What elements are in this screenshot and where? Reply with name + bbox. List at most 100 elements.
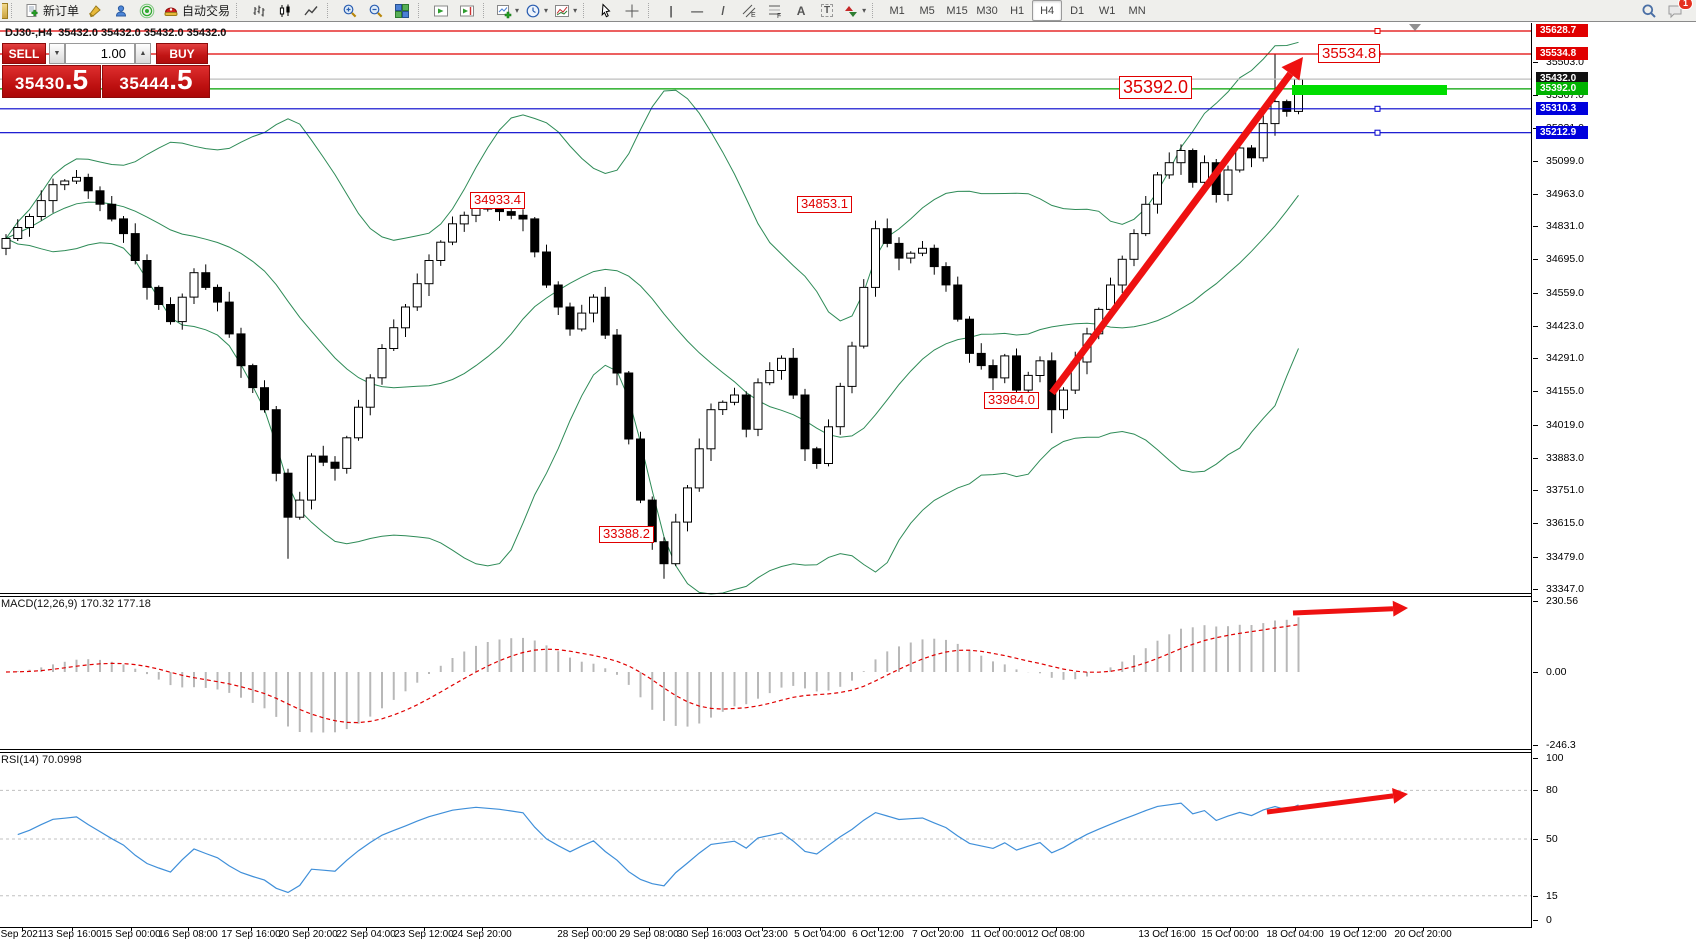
crosshair-button[interactable]: [619, 0, 645, 21]
time-tick-mark: [22, 928, 23, 931]
time-axis-label: 13 Sep 16:00: [42, 929, 102, 940]
line-handle[interactable]: [1374, 105, 1381, 112]
trend-arrow[interactable]: [1266, 788, 1408, 815]
search-button[interactable]: [1636, 0, 1662, 21]
timeframe-button-W1[interactable]: W1: [1098, 4, 1116, 17]
buy-button[interactable]: BUY: [156, 43, 208, 64]
volume-decrease-button[interactable]: ▼: [49, 43, 65, 64]
time-axis-label: 29 Sep 08:00: [619, 929, 679, 940]
trendline-button[interactable]: /: [710, 0, 736, 21]
tile-windows-icon: [395, 3, 410, 18]
broadcast-button[interactable]: [134, 0, 160, 21]
chart-shift-button[interactable]: [454, 0, 480, 21]
new-chart-button[interactable]: ▾: [493, 0, 522, 21]
timeframe-button-M15[interactable]: M15: [946, 4, 968, 17]
periodicity-button[interactable]: ▾: [522, 0, 551, 21]
time-tick-mark: [131, 928, 132, 931]
text-button[interactable]: A: [788, 0, 814, 21]
channel-button[interactable]: E: [736, 0, 762, 21]
macd-tick-label: -246.3: [1546, 739, 1576, 751]
chart-candles-button[interactable]: [272, 0, 298, 21]
community-button[interactable]: [108, 0, 134, 21]
vertical-line-button[interactable]: |: [658, 0, 684, 21]
annotation-price-label[interactable]: 34853.1: [797, 196, 852, 213]
cursor-button[interactable]: [593, 0, 619, 21]
volume-value: 1.00: [100, 46, 126, 61]
macd-signal-line: [5, 624, 1299, 724]
annotation-price-label[interactable]: 34933.4: [470, 192, 525, 209]
arrows-tool-button[interactable]: ▾: [840, 0, 869, 21]
time-axis-label: 16 Sep 08:00: [158, 929, 218, 940]
rsi-t-label: 100: [1546, 752, 1564, 764]
price-tag: 35534.8: [1536, 47, 1588, 60]
annotation-price-label[interactable]: 35392.0: [1119, 76, 1193, 99]
time-axis-label: 19 Oct 12:00: [1329, 929, 1387, 940]
annotation-price-label[interactable]: 35534.8: [1318, 44, 1381, 64]
buy-price[interactable]: 35444 .5: [102, 65, 210, 98]
dropdown-caret-icon: ▾: [573, 6, 578, 15]
highlight-bar[interactable]: [1292, 85, 1447, 95]
annotation-price-label[interactable]: 33984.0: [984, 392, 1039, 409]
tile-windows-button[interactable]: [389, 0, 415, 21]
person-icon: [116, 4, 127, 16]
autoscroll-button[interactable]: [428, 0, 454, 21]
timeframe-button-M30[interactable]: M30: [976, 4, 998, 17]
timeframe-button-D1[interactable]: D1: [1070, 4, 1085, 17]
chart-bars-button[interactable]: [246, 0, 272, 21]
arrow-up-icon: ▲: [139, 50, 147, 57]
sell-label: SELL: [8, 46, 40, 61]
bollinger-bands: [5, 41, 1299, 595]
toolbar-grip: [648, 3, 655, 18]
arrows-tool-icon: [845, 5, 858, 17]
new-order-icon: [26, 3, 38, 17]
rsi-tick-mark: [1533, 758, 1538, 759]
toolbar-grip: [872, 3, 879, 18]
timeframe-button-H1[interactable]: H1: [1010, 4, 1025, 17]
chart-line-button[interactable]: [298, 0, 324, 21]
timeframe-button-MN[interactable]: MN: [1128, 4, 1146, 17]
line-handle[interactable]: [1374, 28, 1381, 34]
bar-chart-icon: [253, 5, 265, 16]
annotation-price-label[interactable]: 33388.2: [599, 526, 654, 543]
macd-tick-mark: [1533, 601, 1538, 602]
price-tick-mark: [1533, 589, 1538, 590]
new-order-button[interactable]: 新订单: [21, 0, 82, 21]
zoom-out-button[interactable]: [363, 0, 389, 21]
timeframe-button-M5[interactable]: M5: [919, 4, 935, 17]
text-label-button[interactable]: T: [814, 0, 840, 21]
chart-shift-marker[interactable]: [1409, 24, 1421, 31]
price-tick-mark: [1533, 128, 1538, 129]
timeframe-button-H4[interactable]: H4: [1032, 0, 1063, 21]
sell-price-main: 35430: [14, 74, 65, 93]
sell-price[interactable]: 35430 .5: [2, 65, 101, 98]
autotrading-label: 自动交易: [182, 4, 231, 18]
price-axis[interactable]: 35503.035367.035231.035099.034963.034831…: [1533, 23, 1696, 928]
zoom-in-button[interactable]: [337, 0, 363, 21]
search-icon: [1642, 4, 1656, 18]
line-handle[interactable]: [1374, 129, 1381, 136]
timeframe-group: M1 M5 M15 M30 H1 H4 D1 W1 MN: [882, 0, 1152, 21]
indicators-button[interactable]: ▾: [551, 0, 580, 21]
fibonacci-button[interactable]: F: [762, 0, 788, 21]
time-tick-mark: [1423, 928, 1424, 931]
price-tick-mark: [1533, 358, 1538, 359]
horizontal-line-button[interactable]: —: [684, 0, 710, 21]
svg-text:E: E: [751, 12, 756, 19]
volume-increase-button[interactable]: ▲: [135, 43, 151, 64]
time-axis-label: 20 Sep 20:00: [278, 929, 338, 940]
arrow-down-icon: ▼: [53, 50, 61, 57]
sell-button[interactable]: SELL: [2, 43, 46, 64]
metaeditor-button[interactable]: [82, 0, 108, 21]
chart-title: DJ30-,H4 35432.0 35432.0 35432.0 35432.0: [5, 27, 227, 39]
time-tick-mark: [308, 928, 309, 931]
timeframe-button-M1[interactable]: M1: [889, 4, 905, 17]
toolbar: 新订单 自动交易: [0, 0, 1696, 22]
trend-arrow[interactable]: [1049, 57, 1303, 396]
notifications-button[interactable]: 1: [1662, 0, 1693, 21]
chart-canvas[interactable]: [0, 23, 1532, 928]
volume-input[interactable]: 1.00: [65, 43, 135, 64]
autotrading-button[interactable]: 自动交易: [160, 0, 233, 21]
autotrading-icon: [164, 7, 178, 16]
time-axis[interactable]: Sep 2021 13 Sep 16:00 15 Sep 00:00 16 Sep 0…: [0, 928, 1696, 940]
trend-arrow[interactable]: [1292, 600, 1408, 617]
